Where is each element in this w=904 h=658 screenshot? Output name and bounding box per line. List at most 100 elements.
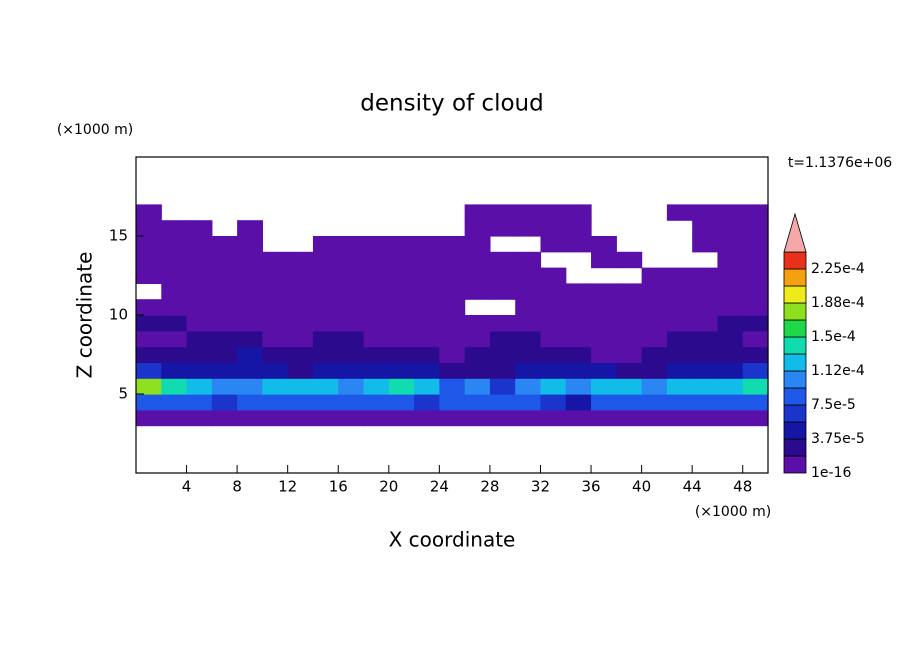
cell <box>262 267 289 284</box>
cell <box>540 394 567 411</box>
cell <box>489 394 516 411</box>
x-unit: (×1000 m) <box>695 504 771 520</box>
cell <box>742 251 769 269</box>
cell <box>338 267 365 284</box>
cell <box>591 378 617 395</box>
cell <box>439 299 466 316</box>
cell <box>186 315 213 332</box>
plot-area <box>136 204 769 427</box>
cell <box>616 409 643 427</box>
cell <box>237 283 263 300</box>
colorbar-box <box>783 302 807 321</box>
cell <box>464 409 491 427</box>
cell <box>717 267 744 284</box>
cell <box>489 251 516 269</box>
cell <box>186 299 213 316</box>
x-tick-label: 12 <box>278 478 297 496</box>
cell <box>439 236 466 253</box>
cell <box>616 330 643 348</box>
cell <box>338 283 365 300</box>
cell <box>742 362 769 379</box>
cell <box>742 378 769 395</box>
cell <box>414 251 440 269</box>
cell <box>565 346 592 363</box>
cell <box>742 394 769 411</box>
cell <box>692 220 719 237</box>
colorbar-box <box>783 438 807 457</box>
cell <box>439 362 466 379</box>
cell <box>312 362 339 379</box>
cell <box>136 409 162 427</box>
cell <box>666 378 693 395</box>
cell <box>363 394 390 411</box>
cell <box>161 236 188 253</box>
cell <box>742 267 769 284</box>
cell <box>565 220 592 237</box>
cell <box>287 394 314 411</box>
cell <box>388 267 415 284</box>
colorbar-box <box>783 336 807 355</box>
colorbar-tick-label: 3.75e-5 <box>811 431 865 447</box>
x-axis-label: X coordinate <box>389 528 516 552</box>
cell <box>312 409 339 427</box>
cell <box>237 267 263 284</box>
cell <box>186 283 213 300</box>
cell <box>312 299 339 316</box>
cell <box>262 409 289 427</box>
colorbar-tick-label: 1.12e-4 <box>811 363 865 379</box>
cell <box>489 204 516 221</box>
cell <box>742 346 769 363</box>
cell <box>237 236 263 253</box>
cell <box>211 330 238 348</box>
x-tick-label: 24 <box>430 478 449 496</box>
cell <box>616 315 643 332</box>
cell <box>540 267 567 284</box>
cell <box>692 346 719 363</box>
cell <box>363 330 390 348</box>
cell <box>161 362 188 379</box>
cell <box>414 236 440 253</box>
cell <box>414 267 440 284</box>
cell <box>489 315 516 332</box>
cell <box>186 220 213 237</box>
colorbar-tick-label: 1.5e-4 <box>811 329 856 345</box>
cell <box>237 362 263 379</box>
cell <box>666 394 693 411</box>
cell <box>388 251 415 269</box>
cell <box>565 299 592 316</box>
y-unit: (×1000 m) <box>57 122 133 138</box>
cell <box>287 330 314 348</box>
y-axis-label: Z coordinate <box>73 252 97 379</box>
cell <box>515 394 542 411</box>
x-tick-label: 8 <box>232 478 242 496</box>
cell <box>591 330 617 348</box>
cell <box>515 204 542 221</box>
cell <box>540 236 567 253</box>
cell <box>363 378 390 395</box>
cell <box>388 236 415 253</box>
cell <box>666 204 693 221</box>
x-tick-label: 44 <box>683 478 702 496</box>
cell <box>540 362 567 379</box>
cell <box>414 362 440 379</box>
cell <box>742 220 769 237</box>
cell <box>717 409 744 427</box>
cell <box>262 299 289 316</box>
cell <box>641 394 668 411</box>
cell <box>515 362 542 379</box>
cell <box>540 299 567 316</box>
cell <box>414 283 440 300</box>
cell <box>237 394 263 411</box>
cell <box>742 283 769 300</box>
cell <box>161 251 188 269</box>
cell <box>287 267 314 284</box>
cell <box>439 315 466 332</box>
cell <box>717 394 744 411</box>
cell <box>136 204 162 221</box>
cell <box>414 378 440 395</box>
cell <box>136 299 162 316</box>
cell <box>186 378 213 395</box>
time-annotation: t=1.1376e+06 <box>788 155 892 171</box>
cell <box>312 267 339 284</box>
cell <box>161 330 188 348</box>
